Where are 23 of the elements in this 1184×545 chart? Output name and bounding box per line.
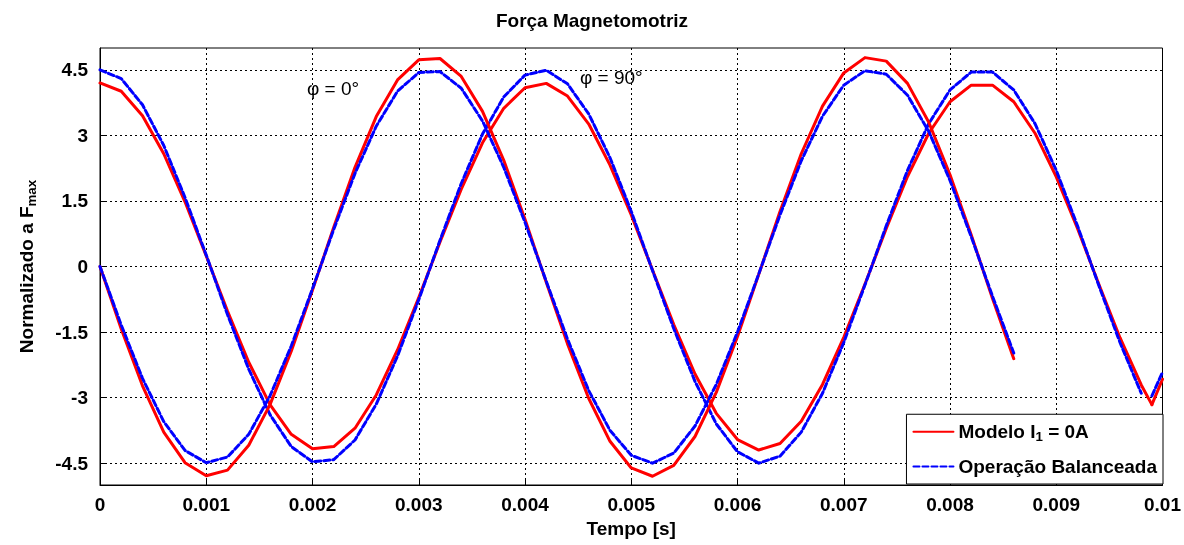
y-axis-title: Normalizado a Fmax [16, 179, 39, 354]
y-tick-label: -1.5 [55, 321, 89, 343]
y-tick-label: 0 [77, 256, 88, 277]
chart-title: Força Magnetomotriz [495, 10, 689, 31]
y-tick-label: -3 [71, 387, 88, 409]
x-tick-label: 0.009 [1032, 494, 1081, 515]
x-tick-label: 0.006 [713, 494, 762, 515]
annotation: φ = 90° [580, 66, 643, 88]
y-tick-label: 1.5 [61, 190, 89, 212]
x-axis-title: Tempo [s] [586, 517, 676, 539]
x-tick-label: 0.008 [926, 494, 974, 515]
legend-label: Operação Balanceada [958, 456, 1158, 477]
x-tick-label: 0.003 [394, 494, 443, 515]
y-tick-label: 4.5 [61, 59, 89, 81]
x-tick-label: 0.007 [819, 494, 868, 515]
x-tick-label: 0.005 [607, 494, 656, 515]
x-tick-label: 0.001 [182, 494, 231, 515]
x-tick-label: 0.004 [501, 494, 550, 515]
x-tick-label: 0 [94, 494, 106, 515]
y-tick-label: -4.5 [55, 452, 89, 474]
y-tick-label: 3 [77, 124, 88, 146]
x-tick-label: 0.002 [288, 494, 337, 515]
x-tick-label: 0.01 [1144, 494, 1182, 515]
